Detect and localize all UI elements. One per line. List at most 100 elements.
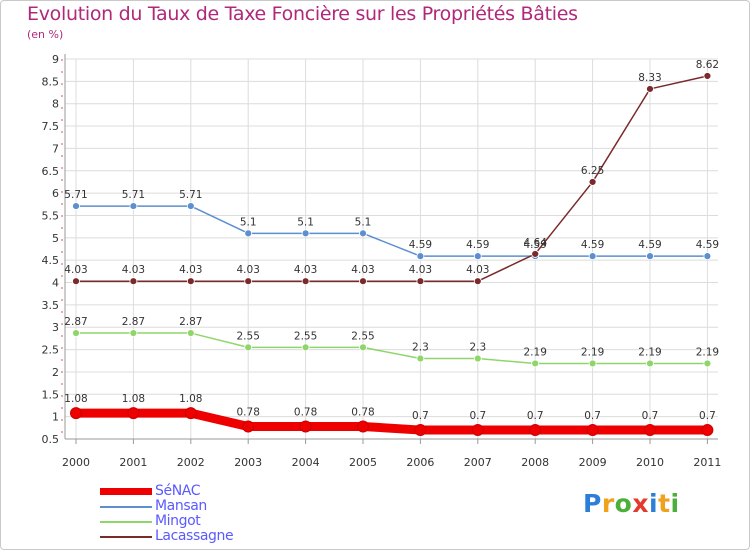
x-tick-label: 2004	[292, 456, 320, 469]
data-label: 4.03	[294, 264, 317, 276]
logo-letter: i	[670, 489, 680, 518]
data-point	[473, 252, 482, 261]
data-label: 8.33	[638, 72, 661, 84]
data-point	[127, 407, 140, 420]
y-tick-label: 6	[52, 187, 59, 200]
data-label: 2.19	[581, 346, 604, 358]
data-point	[416, 354, 425, 363]
data-point	[646, 85, 654, 93]
chart-legend: SéNAC Mansan Mingot Lacassagne	[100, 483, 320, 544]
data-point	[588, 359, 597, 368]
y-tick-label: 4	[52, 277, 59, 290]
data-label: 2.55	[351, 330, 374, 342]
x-tick-label: 2006	[406, 456, 434, 469]
data-label: 4.64	[524, 237, 548, 249]
data-point	[72, 202, 80, 210]
data-point	[703, 72, 712, 80]
data-label: 4.59	[638, 239, 661, 251]
data-point	[299, 420, 312, 433]
legend-item: Mingot	[100, 513, 320, 529]
chart-title: Evolution du Taux de Taxe Foncière sur l…	[27, 3, 578, 25]
data-label: 1.08	[179, 393, 202, 405]
data-label: 2.55	[294, 330, 317, 342]
proxiti-logo: Proxiti	[583, 489, 680, 518]
data-point	[184, 407, 197, 420]
legend-swatch	[100, 488, 152, 495]
data-label: 0.7	[584, 410, 601, 422]
data-label: 4.03	[409, 264, 432, 276]
y-tick-label: 5	[52, 232, 59, 245]
y-tick-label: 7.5	[42, 120, 60, 133]
data-label: 0.7	[527, 410, 544, 422]
data-point	[588, 178, 597, 186]
data-label: 5.71	[64, 189, 87, 201]
data-point	[244, 229, 253, 238]
y-tick-label: 1	[52, 411, 59, 424]
data-label: 2.87	[122, 316, 145, 328]
data-label: 5.1	[240, 216, 257, 228]
data-label: 4.59	[409, 239, 432, 251]
data-point	[186, 202, 195, 210]
data-point	[357, 420, 369, 433]
data-point	[359, 343, 367, 352]
logo-letter: P	[583, 489, 602, 518]
data-label: 4.03	[122, 264, 145, 276]
legend-label: Lacassagne	[155, 528, 234, 544]
data-point	[186, 277, 195, 286]
logo-letter: t	[658, 489, 671, 518]
y-tick-label: 8	[52, 98, 59, 111]
data-label: 5.71	[122, 189, 145, 201]
data-point	[473, 277, 482, 286]
data-point	[703, 252, 712, 261]
data-label: 8.62	[696, 59, 719, 71]
data-point	[70, 407, 82, 420]
data-point	[244, 343, 253, 352]
x-tick-label: 2000	[62, 456, 90, 469]
y-tick-label: 7	[52, 142, 59, 155]
y-tick-label: 2.5	[42, 344, 60, 357]
logo-letter: r	[601, 489, 615, 518]
data-label: 2.19	[696, 346, 719, 358]
data-point	[471, 424, 484, 437]
legend-label: Mansan	[155, 498, 207, 514]
x-tick-label: 2005	[349, 456, 377, 469]
legend-label: SéNAC	[155, 483, 201, 499]
data-point	[531, 359, 540, 368]
data-label: 2.87	[179, 316, 202, 328]
data-label: 4.59	[466, 239, 489, 251]
data-point	[129, 202, 138, 210]
data-point	[359, 277, 367, 286]
data-label: 4.03	[64, 264, 87, 276]
data-point	[644, 424, 656, 437]
y-tick-label: 4.5	[42, 254, 60, 267]
data-label: 4.03	[466, 264, 489, 276]
y-tick-label: 1.5	[42, 388, 60, 401]
series-line-mingot	[75, 332, 709, 365]
y-tick-label: 0.5	[42, 433, 60, 446]
data-label: 5.71	[179, 189, 202, 201]
y-tick-label: 9	[52, 53, 59, 66]
data-point	[301, 229, 310, 238]
data-label: 2.55	[237, 330, 260, 342]
x-tick-label: 2008	[521, 456, 549, 469]
data-point	[72, 277, 80, 286]
chart-subtitle: (en %)	[27, 28, 64, 41]
data-label: 1.08	[64, 393, 87, 405]
logo-letter: o	[614, 489, 633, 518]
data-label: 0.7	[469, 410, 486, 422]
data-label: 2.87	[64, 316, 87, 328]
x-tick-label: 2010	[636, 456, 664, 469]
data-point	[416, 252, 425, 261]
data-point	[414, 424, 427, 437]
data-point	[646, 252, 654, 261]
series-line-lacassagne	[75, 75, 709, 282]
data-point	[186, 329, 195, 337]
data-label: 4.59	[581, 239, 604, 251]
data-point	[416, 277, 425, 286]
x-tick-label: 2011	[693, 456, 721, 469]
legend-swatch	[100, 521, 152, 523]
data-label: 6.25	[581, 165, 604, 177]
data-point	[242, 420, 255, 433]
data-label: 0.7	[412, 410, 429, 422]
x-tick-label: 2007	[464, 456, 492, 469]
